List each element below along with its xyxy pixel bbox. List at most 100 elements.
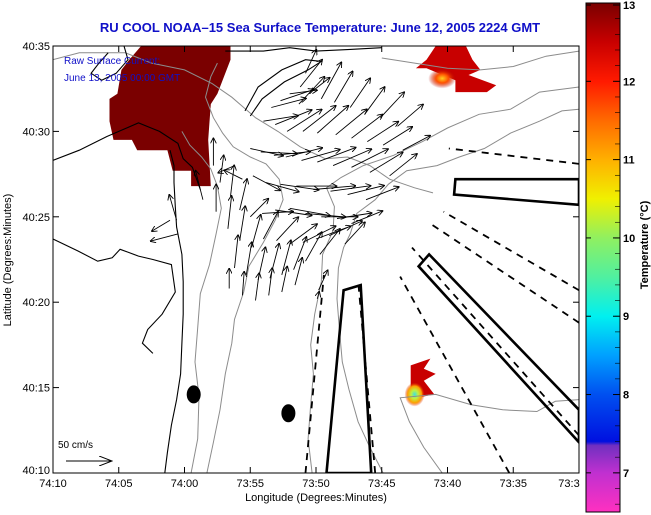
- dashed-line-layer: [304, 147, 579, 473]
- current-vector-arrow: [276, 217, 299, 242]
- current-vector-arrow: [169, 195, 178, 221]
- x-tick-label: 73:3: [558, 478, 579, 490]
- radar-beam-dashed-line: [429, 222, 579, 324]
- current-vector-arrow: [335, 109, 367, 136]
- current-vector-arrow: [150, 233, 179, 241]
- current-vector-arrow: [271, 98, 306, 108]
- current-vector-arrow: [245, 242, 252, 275]
- current-vector-arrow: [334, 71, 352, 103]
- colorbar: [585, 2, 621, 513]
- colorbar-tick-label: 11: [623, 155, 635, 167]
- current-vector-arrow: [369, 152, 403, 173]
- current-vector-arrow: [380, 92, 404, 119]
- current-vector-arrow: [294, 258, 302, 286]
- current-vector-arrow: [318, 270, 328, 291]
- x-axis-ticks: 74:10 74:05 74:00 73:55 73:50 73:45 73:40 73:35…: [39, 46, 580, 490]
- x-tick-label: 73:55: [236, 478, 264, 490]
- x-tick-label: 73:45: [368, 478, 396, 490]
- colorbar-tick-label: 8: [623, 390, 629, 402]
- y-axis-ticks: 40:35 40:30 40:25 40:20 40:15 40:10: [22, 41, 579, 477]
- current-vector-arrow: [305, 49, 317, 74]
- coastline: [53, 238, 176, 354]
- x-tick-label: 73:50: [302, 478, 330, 490]
- current-vector-arrow: [336, 213, 372, 219]
- station-marker: [281, 404, 296, 423]
- current-vector-arrow: [255, 273, 260, 301]
- radar-beam-dashed-line: [443, 210, 579, 292]
- radar-coverage-box: [452, 177, 579, 207]
- radar-box-layer: [325, 177, 579, 473]
- isobath-contour: [336, 108, 579, 473]
- radar-beam-dashed-line: [411, 246, 579, 437]
- current-vector-arrow: [317, 291, 319, 299]
- radar-coverage-box: [416, 252, 579, 445]
- current-vector-arrow: [317, 147, 356, 163]
- colorbar-label: Temperature (°C): [639, 200, 651, 289]
- current-vector-arrow: [275, 209, 312, 216]
- coastline: [53, 122, 201, 190]
- current-vector-arrow: [302, 106, 336, 132]
- current-vector-arrow: [330, 186, 371, 192]
- y-tick-label: 40:25: [22, 212, 50, 224]
- current-vector-arrow: [382, 127, 412, 146]
- coastline: [90, 46, 129, 81]
- current-vector-arrow: [281, 266, 288, 293]
- sst-patch: [109, 46, 231, 187]
- current-vector-arrow: [289, 224, 318, 245]
- current-vector-arrow: [313, 186, 355, 190]
- current-vector-arrow: [234, 235, 239, 269]
- current-vector-arrow: [402, 136, 431, 151]
- current-vector-arrow: [299, 59, 322, 88]
- x-axis-label: Longitude (Degrees:Minutes): [245, 492, 387, 504]
- current-vector-arrow: [349, 78, 370, 108]
- current-vector-arrow: [280, 90, 314, 102]
- current-vector-arrow: [265, 182, 299, 192]
- current-vector-arrow: [268, 268, 273, 296]
- current-vector-arrow: [298, 77, 325, 105]
- current-vector-arrow: [285, 148, 323, 158]
- current-vector-arrow: [152, 219, 171, 231]
- radar-coverage-box: [325, 283, 373, 473]
- colorbar-tick-label: 10: [623, 233, 635, 245]
- coastline: [225, 47, 382, 52]
- current-vector-arrow: [351, 114, 383, 139]
- current-vector-arrow: [286, 109, 322, 132]
- sst-hotspot: [428, 68, 457, 89]
- current-vector-arrow: [319, 229, 340, 255]
- annotation-line-2: June 13, 2005 00:00 GMT: [64, 73, 180, 84]
- x-tick-label: 74:05: [105, 478, 133, 490]
- current-vector-arrow: [347, 185, 385, 196]
- current-vector-layer: [150, 49, 431, 301]
- current-vector-arrow: [293, 237, 307, 270]
- current-vector-arrow: [301, 149, 341, 161]
- x-tick-label: 74:00: [171, 478, 199, 490]
- current-vector-arrow: [227, 196, 232, 229]
- current-vector-arrow: [289, 207, 331, 215]
- current-vector-arrow: [263, 211, 278, 240]
- station-marker: [186, 385, 201, 404]
- current-vector-arrow: [242, 271, 244, 296]
- chart-title: RU COOL NOAA–15 Sea Surface Temperature:…: [100, 20, 540, 35]
- current-vector-arrow: [320, 62, 341, 100]
- colorbar-tick-label: 9: [623, 311, 629, 323]
- colorbar-tick-label: 13: [623, 0, 635, 12]
- isobath-contour: [307, 86, 579, 473]
- isobath-layer: [53, 50, 579, 473]
- plot-content: [53, 46, 579, 473]
- current-vector-arrow: [263, 116, 298, 122]
- x-tick-label: 74:10: [39, 478, 67, 490]
- x-tick-label: 73:40: [434, 478, 462, 490]
- annotation-line-1: Raw Surface Current:: [64, 56, 160, 67]
- current-vector-arrow: [397, 104, 424, 127]
- current-vector-arrow: [351, 149, 389, 168]
- y-tick-label: 40:35: [22, 41, 50, 53]
- y-tick-label: 40:30: [22, 126, 50, 138]
- isobath-contour: [381, 50, 579, 71]
- radar-beam-dashed-line: [448, 147, 579, 165]
- current-vector-arrow: [239, 179, 247, 211]
- current-vector-arrow: [219, 155, 224, 183]
- current-vector-arrow: [305, 232, 323, 262]
- station-layer: [186, 385, 296, 423]
- current-vector-arrow: [230, 165, 235, 197]
